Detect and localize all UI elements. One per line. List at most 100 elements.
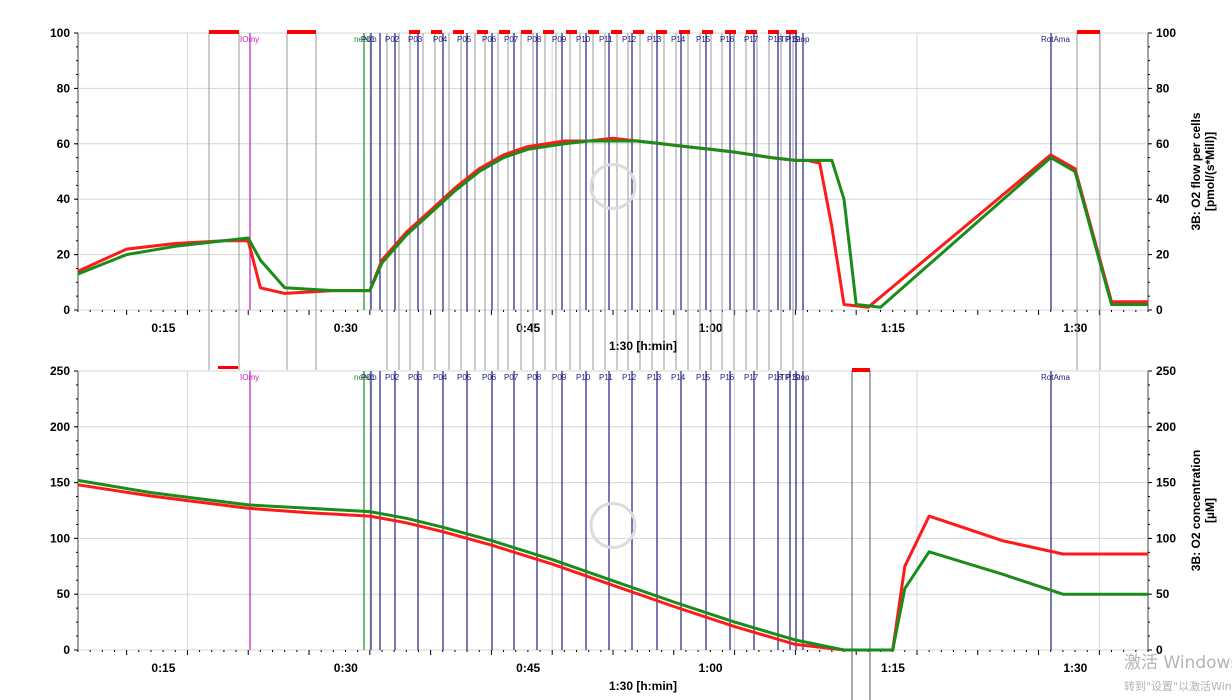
- marker-label: P11: [599, 35, 613, 44]
- o2-concentration-panel: 0 0 50 50 100 100 150 150 200 200 250 250 0:15 0:30 0:…: [50, 364, 1217, 700]
- series-green-line: [77, 139, 1148, 309]
- marker-label: P14: [671, 373, 686, 382]
- marker-label: P05: [457, 35, 472, 44]
- marker-label: P19: [786, 373, 801, 382]
- event-bar: [477, 30, 488, 34]
- y-axis-label-right: 3B: O2 flow per cells: [1189, 112, 1203, 230]
- marker-label: P15: [696, 373, 711, 382]
- marker-label: need: [354, 373, 372, 382]
- marker-label: P12: [622, 373, 637, 382]
- y-tick-label-right: 150: [1156, 476, 1176, 490]
- y-axis-label-right: [pmol/(s*Mill)]: [1203, 132, 1217, 211]
- x-tick-label: 0:30: [334, 321, 358, 335]
- marker-label: IOmy: [240, 373, 259, 382]
- marker-label: P18: [768, 373, 783, 382]
- x-tick-label: 0:45: [516, 321, 540, 335]
- y-tick-label-right: 80: [1156, 81, 1170, 95]
- event-bar: [786, 30, 797, 34]
- marker-label: P09: [552, 35, 567, 44]
- series-red-line: [77, 483, 1148, 652]
- marker-label: TP: [780, 373, 790, 382]
- marker-label: P08: [527, 373, 542, 382]
- y-tick-label-right: 40: [1156, 192, 1170, 206]
- x-axis-label: 1:30 [h:min]: [609, 339, 677, 353]
- marker-label: Stop: [793, 35, 810, 44]
- marker-label: P07: [504, 373, 519, 382]
- event-bar: [409, 30, 420, 34]
- x-tick-label: 0:30: [334, 661, 358, 675]
- marker-label: P02: [385, 35, 400, 44]
- y-tick-label-right: 100: [1156, 26, 1176, 40]
- event-bar: [611, 30, 622, 34]
- event-bar: [453, 30, 464, 34]
- event-bar: [543, 30, 554, 34]
- event-bar: [768, 30, 779, 34]
- y-tick-label-right: 0: [1156, 303, 1163, 317]
- event-bar: [566, 30, 577, 34]
- y-axis-label-right: 3B: O2 concentration: [1189, 450, 1203, 571]
- activation-watermark: 激活 Windows 转到"设置"以激活Windows。: [1124, 653, 1232, 693]
- y-tick-label-right: 60: [1156, 137, 1170, 151]
- event-bar: [287, 30, 316, 34]
- event-bar: [702, 30, 713, 34]
- marker-label: In: [370, 35, 377, 44]
- marker-label: P04: [433, 373, 448, 382]
- marker-label: P10: [576, 373, 591, 382]
- y-tick-label-left: 20: [57, 248, 71, 262]
- marker-label: P05: [457, 373, 472, 382]
- x-tick-label: 1:00: [699, 661, 723, 675]
- marker-label: P18: [768, 35, 783, 44]
- y-tick-label-left: 0: [63, 643, 70, 657]
- o2-flow-panel: 0020204040606080801001000:150:300:451:00…: [50, 26, 1217, 370]
- marker-label: P13: [647, 373, 662, 382]
- y-tick-label-left: 80: [57, 81, 71, 95]
- y-tick-label-right: 50: [1156, 587, 1170, 601]
- marker-label: P08: [527, 35, 542, 44]
- event-bar: [656, 30, 667, 34]
- marker-label: P03: [408, 373, 423, 382]
- y-tick-label-right: 250: [1156, 364, 1176, 378]
- event-bar: [588, 30, 599, 34]
- marker-label: P16: [720, 373, 735, 382]
- y-axis-label-right: [µM]: [1203, 498, 1217, 523]
- x-tick-label: 0:15: [151, 321, 175, 335]
- event-bar: [521, 30, 532, 34]
- marker-label: P09: [552, 373, 567, 382]
- x-tick-label: 1:30: [1063, 321, 1087, 335]
- marker-label: P13: [647, 35, 662, 44]
- logo-icon: [589, 163, 637, 210]
- y-tick-label-left: 200: [50, 420, 70, 434]
- event-bar: [209, 30, 239, 34]
- x-tick-label: 0:45: [516, 661, 540, 675]
- marker-label: P10: [576, 35, 591, 44]
- marker-label: P17: [744, 35, 759, 44]
- event-bar: [499, 30, 510, 34]
- marker-label: P17: [744, 373, 759, 382]
- marker-label: P01: [361, 373, 376, 382]
- series-green-line: [77, 478, 1148, 652]
- marker-label: RotAma: [1041, 373, 1070, 382]
- y-tick-label-right: 100: [1156, 531, 1176, 545]
- marker-label: P02: [385, 373, 400, 382]
- x-tick-label: 1:15: [881, 321, 905, 335]
- x-axis-label: 1:30 [h:min]: [609, 679, 677, 693]
- marker-label: TP: [780, 35, 790, 44]
- x-tick-label: 1:15: [881, 661, 905, 675]
- marker-label: P12: [622, 35, 637, 44]
- event-bar: [852, 368, 870, 372]
- y-tick-label-left: 100: [50, 26, 70, 40]
- event-bar: [633, 30, 644, 34]
- y-tick-label-left: 40: [57, 192, 71, 206]
- marker-label: RotAma: [1041, 35, 1070, 44]
- plot-frame: [77, 370, 1149, 651]
- y-tick-label-left: 100: [50, 531, 70, 545]
- marker-label: P06: [482, 35, 497, 44]
- marker-label: P11: [599, 373, 613, 382]
- logo-icon: [589, 502, 637, 549]
- marker-label: P15: [696, 35, 711, 44]
- marker-label: P16: [720, 35, 735, 44]
- y-tick-label-left: 60: [57, 137, 71, 151]
- marker-label: P04: [433, 35, 448, 44]
- marker-label: P07: [504, 35, 519, 44]
